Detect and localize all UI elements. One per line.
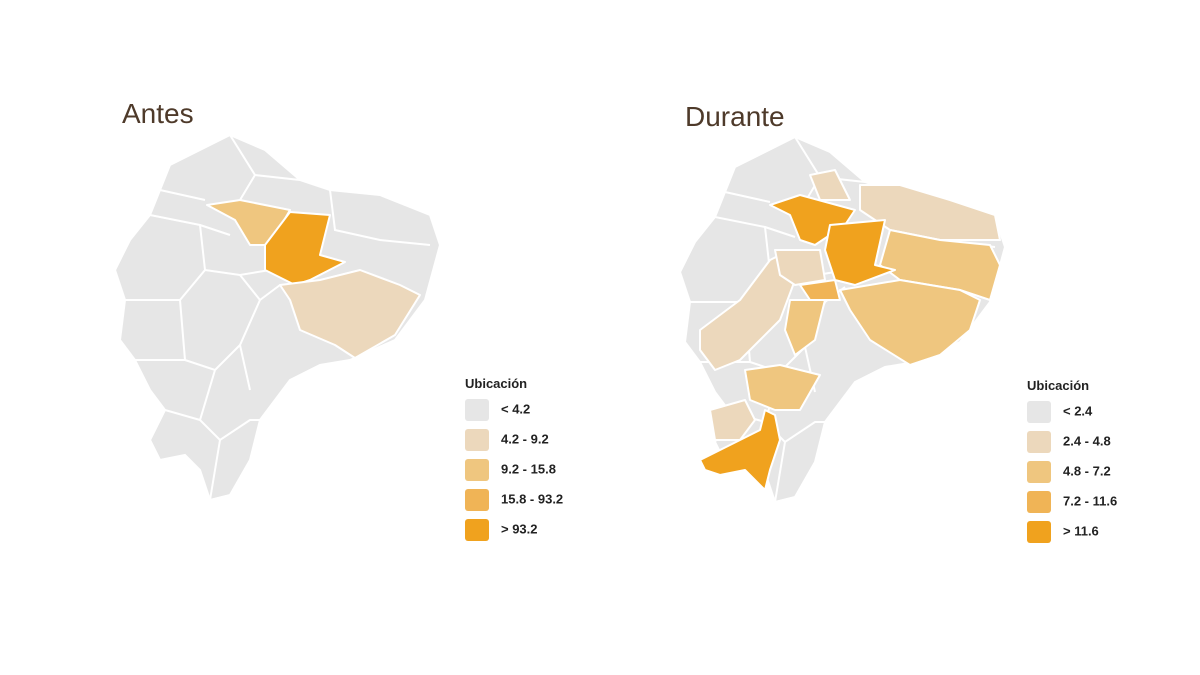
province <box>744 364 821 411</box>
legend-swatch <box>465 489 489 511</box>
map-title: Antes <box>122 98 194 129</box>
legend-label: 9.2 - 15.8 <box>501 461 556 476</box>
province <box>264 211 346 286</box>
legend-label: 2.4 - 4.8 <box>1063 433 1111 448</box>
province <box>774 249 826 286</box>
legend-label: > 93.2 <box>501 521 538 536</box>
legend-label: 4.2 - 9.2 <box>501 431 549 446</box>
legend-swatch <box>465 459 489 481</box>
province <box>709 399 756 441</box>
province <box>824 219 896 286</box>
province <box>279 269 421 359</box>
province <box>839 279 981 366</box>
province <box>699 249 796 371</box>
legend: Ubicación < 2.4 2.4 - 4.8 4.8 - 7.2 7.2 - 11… <box>1027 378 1117 543</box>
legend-label: < 2.4 <box>1063 403 1093 418</box>
legend-swatch <box>1027 461 1051 483</box>
map-antes <box>114 134 441 501</box>
legend-swatch <box>1027 521 1051 543</box>
legend-label: 15.8 - 93.2 <box>501 491 563 506</box>
legend-title: Ubicación <box>465 376 527 391</box>
legend-swatch <box>465 429 489 451</box>
legend-swatch <box>465 519 489 541</box>
legend-label: > 11.6 <box>1063 523 1099 538</box>
legend-label: < 4.2 <box>501 401 530 416</box>
province <box>699 409 781 491</box>
legend-swatch <box>1027 431 1051 453</box>
legend-label: 7.2 - 11.6 <box>1063 493 1117 508</box>
map-durante <box>679 136 1006 503</box>
province <box>809 169 851 201</box>
legend-title: Ubicación <box>1027 378 1089 393</box>
province <box>799 279 841 301</box>
province <box>859 184 1001 241</box>
legend-swatch <box>1027 491 1051 513</box>
legend: Ubicación < 4.2 4.2 - 9.2 9.2 - 15.8 15.8 - … <box>465 376 563 541</box>
map-title: Durante <box>685 101 785 132</box>
legend-swatch <box>465 399 489 421</box>
legend-swatch <box>1027 401 1051 423</box>
legend-label: 4.8 - 7.2 <box>1063 463 1111 478</box>
